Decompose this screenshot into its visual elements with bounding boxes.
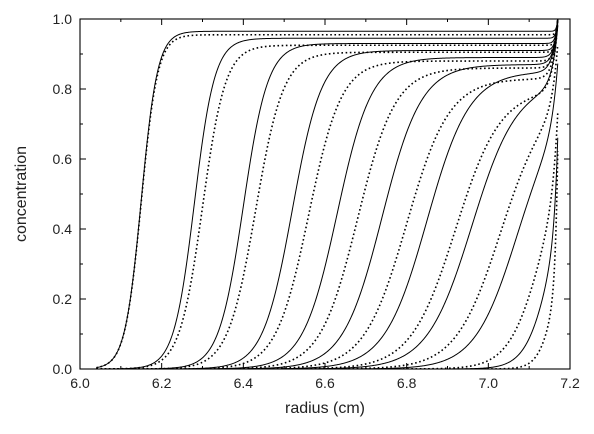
y-axis-title: concentration xyxy=(13,146,30,242)
x-tick-label: 6.4 xyxy=(234,375,254,391)
y-tick-label: 0.4 xyxy=(53,221,73,237)
series-line-5-solid xyxy=(96,19,559,369)
series-line-18-dotted xyxy=(96,113,559,369)
y-tick-label: 0.2 xyxy=(53,291,73,307)
y-axis: 0.0 0.2 0.4 0.6 0.8 1.0 xyxy=(53,11,570,377)
y-tick-label: 0.0 xyxy=(53,361,73,377)
series-line-6-dotted xyxy=(96,19,559,369)
x-axis-title: radius (cm) xyxy=(285,400,365,417)
x-tick-label: 7.0 xyxy=(479,375,499,391)
series-line-1-solid xyxy=(96,19,559,369)
x-tick-label: 6.8 xyxy=(397,375,417,391)
series-line-13-solid xyxy=(96,19,559,369)
plot-frame xyxy=(79,18,571,370)
series-line-11-solid xyxy=(96,19,559,369)
x-tick-label: 6.0 xyxy=(70,375,90,391)
series-line-17-solid xyxy=(96,63,559,369)
series-line-10-dotted xyxy=(96,19,559,369)
series-line-16-dotted xyxy=(96,44,559,369)
series-line-2-dotted xyxy=(96,19,559,369)
y-tick-label: 1.0 xyxy=(53,11,73,27)
x-axis: 6.0 6.2 6.4 6.6 6.8 7.0 7.2 xyxy=(70,19,580,391)
y-tick-label: 0.8 xyxy=(53,81,73,97)
series-line-8-dotted xyxy=(96,19,559,369)
series-line-9-solid xyxy=(96,19,559,369)
series-line-4-dotted xyxy=(96,19,559,369)
x-tick-label: 7.2 xyxy=(560,375,580,391)
series-line-19-solid xyxy=(96,137,559,369)
series-line-14-dotted xyxy=(96,22,559,369)
x-tick-label: 6.2 xyxy=(152,375,172,391)
series-line-3-solid xyxy=(96,19,559,369)
x-tick-label: 6.6 xyxy=(315,375,335,391)
curves-group xyxy=(96,19,559,369)
y-tick-label: 0.6 xyxy=(53,151,73,167)
series-line-7-solid xyxy=(96,19,559,369)
series-line-12-dotted xyxy=(96,19,559,369)
